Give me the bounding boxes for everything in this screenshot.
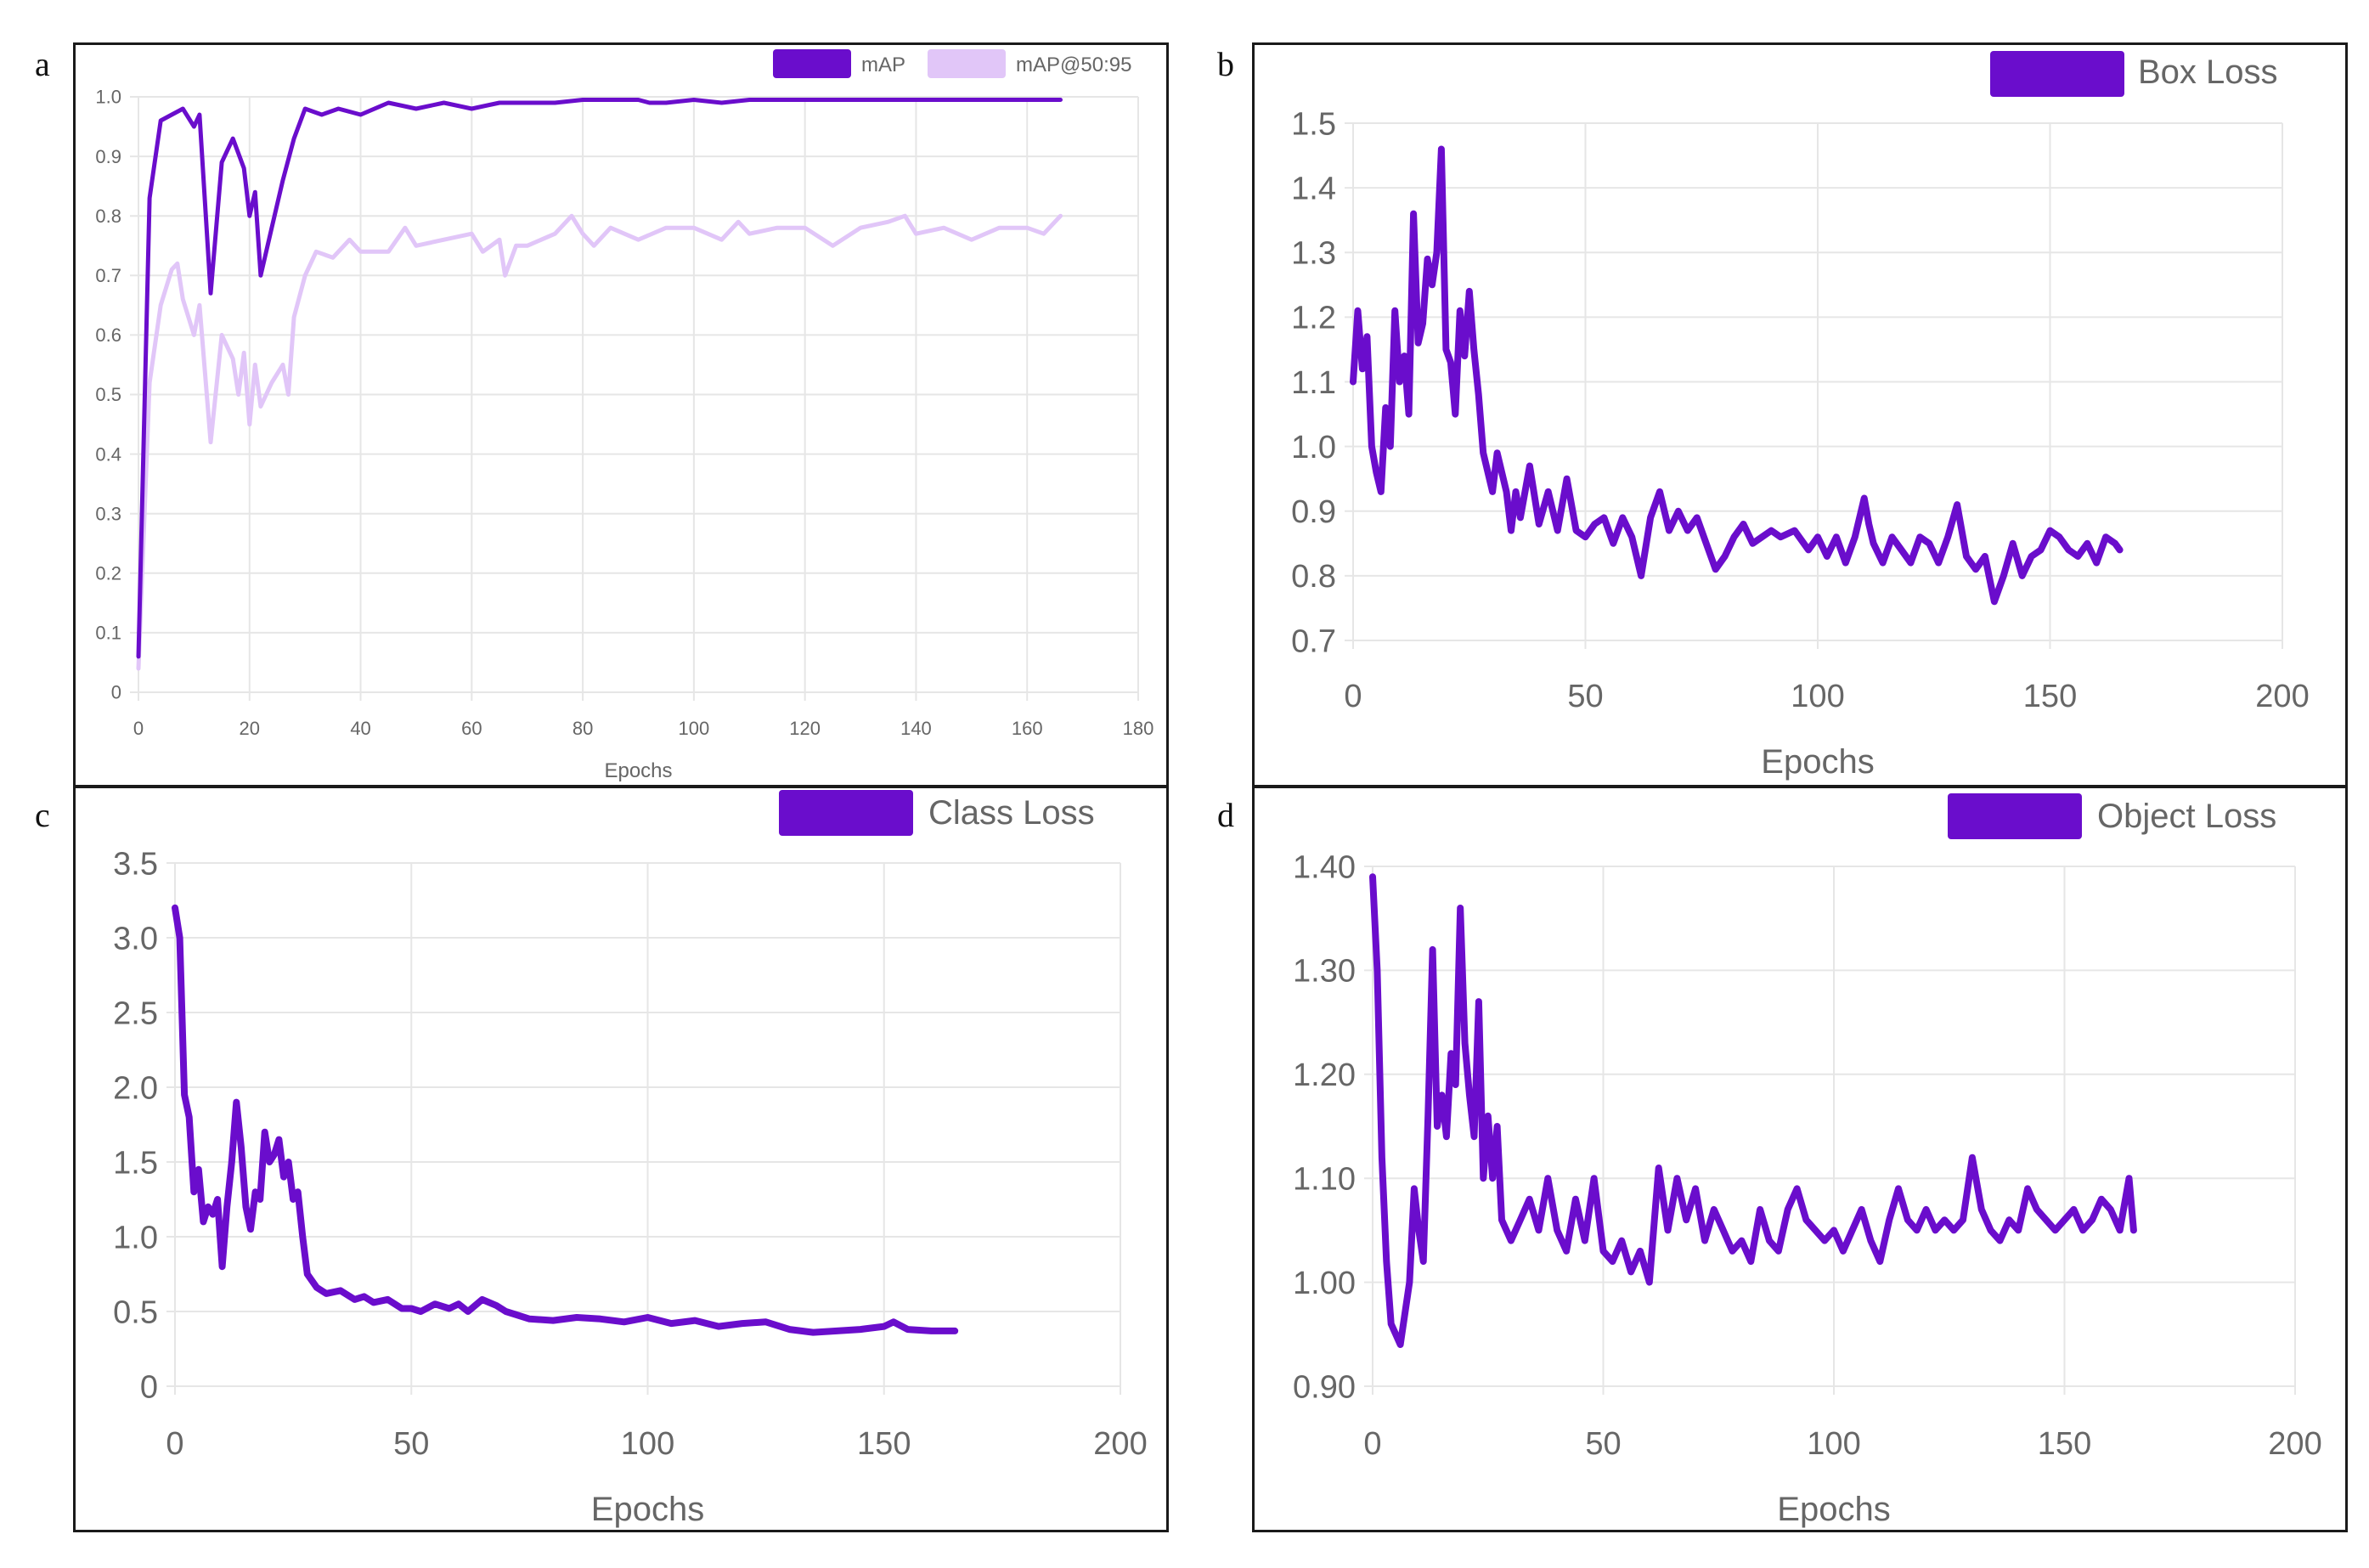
x-tick-label: 150 xyxy=(2038,1426,2091,1462)
y-tick-label: 0 xyxy=(140,1369,158,1405)
legend-swatch xyxy=(928,49,1006,78)
panel-frame-d xyxy=(1252,785,2348,1532)
y-tick-label: 3.5 xyxy=(113,846,158,882)
series-line-map xyxy=(136,98,1063,659)
y-tick-label: 0.5 xyxy=(95,384,121,405)
x-tick-label: 120 xyxy=(789,718,821,739)
panel-letter-c: c xyxy=(35,796,50,834)
y-tick-label: 0.1 xyxy=(95,623,121,644)
y-tick-label: 1.20 xyxy=(1293,1058,1356,1093)
legend-swatch xyxy=(1948,793,2082,839)
x-tick-label: 0 xyxy=(1344,679,1362,714)
legend-swatch xyxy=(773,49,851,78)
legend-label: Object Loss xyxy=(2097,798,2276,835)
y-tick-label: 0.9 xyxy=(1291,494,1336,530)
x-tick-label: 20 xyxy=(240,718,260,739)
series-line-map-50-95 xyxy=(136,213,1063,671)
y-tick-label: 0.8 xyxy=(95,206,121,227)
chart-b: 0 50 100 150 200 0.7 0.8 0.9 1.0 1.1 1.2 1.3 1.4 1.5 E… xyxy=(1291,51,2310,781)
y-tick-label: 1.4 xyxy=(1291,171,1336,206)
y-tick-label: 0.7 xyxy=(95,265,121,286)
y-tick-label: 0.5 xyxy=(113,1294,158,1330)
x-tick-label: 60 xyxy=(461,718,482,739)
y-tick-label: 1.5 xyxy=(1291,106,1336,142)
x-tick-label: 200 xyxy=(2255,679,2309,714)
x-axis-label: Epochs xyxy=(1777,1491,1890,1528)
y-tick-label: 0.4 xyxy=(95,443,121,465)
y-tick-label: 0.9 xyxy=(95,146,121,167)
x-tick-label: 80 xyxy=(573,718,593,739)
y-tick-label: 1.10 xyxy=(1293,1162,1356,1198)
x-tick-label: 50 xyxy=(1567,679,1603,714)
legend-label: Box Loss xyxy=(2138,54,2278,91)
y-tick-label: 0 xyxy=(111,682,121,703)
y-tick-label: 2.5 xyxy=(113,996,158,1031)
y-tick-label: 3.0 xyxy=(113,921,158,956)
x-tick-label: 140 xyxy=(900,718,932,739)
y-tick-label: 1.3 xyxy=(1291,236,1336,272)
panel-letter-a: a xyxy=(35,45,50,83)
x-tick-label: 150 xyxy=(2023,679,2077,714)
x-tick-label: 40 xyxy=(350,718,370,739)
x-axis-label: Epochs xyxy=(1761,743,1874,781)
y-tick-label: 0.90 xyxy=(1293,1369,1356,1405)
x-tick-label: 100 xyxy=(621,1426,674,1462)
x-tick-label: 100 xyxy=(1807,1426,1860,1462)
legend-label: Class Loss xyxy=(928,794,1095,832)
chart-c: 0 50 100 150 200 0 0.5 1.0 1.5 2.0 2.5 3.0 3.5 Epochs… xyxy=(113,790,1148,1528)
y-tick-label: 2.0 xyxy=(113,1070,158,1106)
x-tick-label: 100 xyxy=(1791,679,1844,714)
chart-a: 0 20 40 60 80 100 120 140 160 180 0 0.1 0.2 0.3 0.4 0.5… xyxy=(95,49,1153,782)
x-axis-label: Epochs xyxy=(591,1491,704,1528)
x-tick-label: 50 xyxy=(1585,1426,1621,1462)
y-tick-label: 0.2 xyxy=(95,563,121,584)
legend-label: mAP xyxy=(861,54,905,76)
panel-letter-d: d xyxy=(1217,796,1234,834)
panel-frame-c xyxy=(73,785,1169,1532)
panel-letter-b: b xyxy=(1217,45,1234,83)
chart-d: 0 50 100 150 200 0.90 1.00 1.10 1.20 1.30 1.40 Epoc… xyxy=(1293,793,2322,1528)
y-tick-label: 0.7 xyxy=(1291,623,1336,659)
y-tick-label: 1.0 xyxy=(95,87,121,108)
y-tick-label: 1.00 xyxy=(1293,1266,1356,1301)
y-tick-label: 1.1 xyxy=(1291,365,1336,401)
series-line-box-loss xyxy=(1350,145,2124,606)
x-tick-label: 180 xyxy=(1123,718,1154,739)
x-tick-label: 50 xyxy=(393,1426,429,1462)
y-tick-label: 0.6 xyxy=(95,324,121,346)
legend-swatch xyxy=(779,790,913,836)
x-tick-label: 200 xyxy=(1093,1426,1147,1462)
y-tick-label: 0.8 xyxy=(1291,559,1336,595)
x-tick-label: 200 xyxy=(2268,1426,2321,1462)
legend-label: mAP@50:95 xyxy=(1016,54,1131,76)
series-line-class-loss xyxy=(172,904,959,1336)
y-tick-label: 1.5 xyxy=(113,1145,158,1181)
y-tick-label: 1.2 xyxy=(1291,301,1336,336)
x-tick-label: 0 xyxy=(166,1426,183,1462)
x-tick-label: 150 xyxy=(857,1426,911,1462)
legend-swatch xyxy=(1990,51,2124,97)
x-tick-label: 160 xyxy=(1012,718,1043,739)
series-line-object-loss xyxy=(1369,873,2137,1348)
y-tick-label: 1.40 xyxy=(1293,849,1356,885)
x-tick-label: 100 xyxy=(679,718,710,739)
x-axis-label: Epochs xyxy=(604,759,672,782)
y-tick-label: 1.0 xyxy=(113,1220,158,1255)
y-tick-label: 1.0 xyxy=(1291,430,1336,465)
x-tick-label: 0 xyxy=(1363,1426,1381,1462)
y-tick-label: 1.30 xyxy=(1293,954,1356,990)
x-tick-label: 0 xyxy=(133,718,144,739)
y-tick-label: 0.3 xyxy=(95,503,121,524)
